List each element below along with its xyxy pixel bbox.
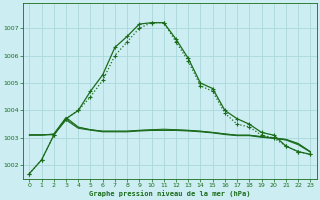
X-axis label: Graphe pression niveau de la mer (hPa): Graphe pression niveau de la mer (hPa) (89, 190, 251, 197)
